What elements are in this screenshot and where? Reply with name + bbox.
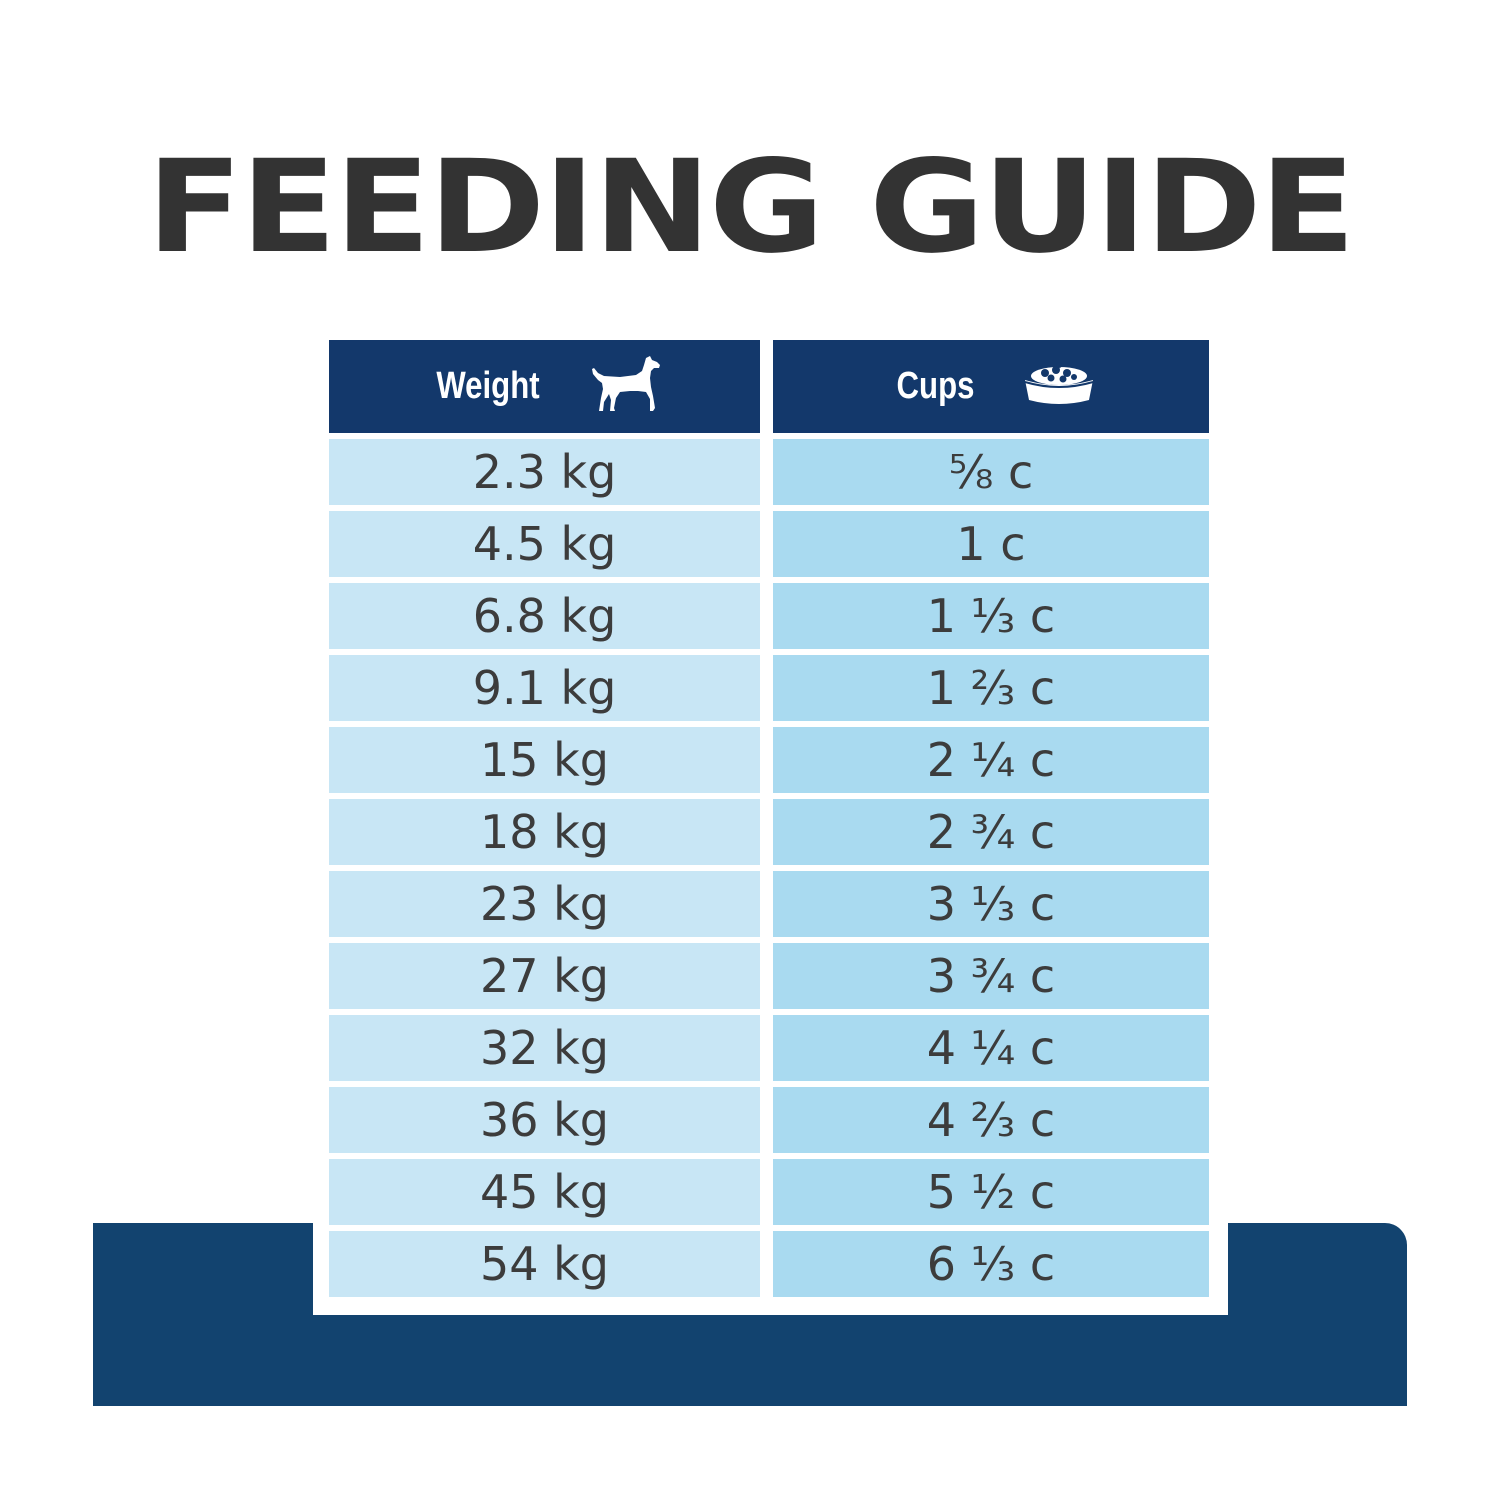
weight-cell: 23 kg <box>329 871 760 937</box>
table-row: 6.8 kg 1 ⅓ c <box>329 583 1209 649</box>
cups-cell: 1 ⅔ c <box>773 655 1209 721</box>
cups-cell: ⅝ c <box>773 439 1209 505</box>
table-row: 23 kg 3 ⅓ c <box>329 871 1209 937</box>
weight-cell: 32 kg <box>329 1015 760 1081</box>
cups-cell: 6 ⅓ c <box>773 1231 1209 1297</box>
weight-cell: 36 kg <box>329 1087 760 1153</box>
weight-cell: 54 kg <box>329 1231 760 1297</box>
weight-header: Weight <box>329 340 760 433</box>
table-row: 4.5 kg 1 c <box>329 511 1209 577</box>
cups-cell: 4 ⅔ c <box>773 1087 1209 1153</box>
cups-header: Cups <box>773 340 1209 433</box>
table-row: 2.3 kg ⅝ c <box>329 439 1209 505</box>
cups-cell: 2 ¼ c <box>773 727 1209 793</box>
weight-cell: 18 kg <box>329 799 760 865</box>
table-row: 45 kg 5 ½ c <box>329 1159 1209 1225</box>
table-row: 54 kg 6 ⅓ c <box>329 1231 1209 1297</box>
dog-icon <box>590 355 664 418</box>
cups-cell: 1 ⅓ c <box>773 583 1209 649</box>
weight-cell: 9.1 kg <box>329 655 760 721</box>
weight-cell: 4.5 kg <box>329 511 760 577</box>
table-row: 32 kg 4 ¼ c <box>329 1015 1209 1081</box>
cups-cell: 2 ¾ c <box>773 799 1209 865</box>
weight-cell: 27 kg <box>329 943 760 1009</box>
table-header: Weight Cups <box>329 340 1209 433</box>
table-row: 9.1 kg 1 ⅔ c <box>329 655 1209 721</box>
cups-cell: 4 ¼ c <box>773 1015 1209 1081</box>
table-row: 27 kg 3 ¾ c <box>329 943 1209 1009</box>
cups-header-label: Cups <box>896 365 974 407</box>
table-row: 15 kg 2 ¼ c <box>329 727 1209 793</box>
page-title: FEEDING GUIDE <box>146 133 1356 282</box>
table-body: 2.3 kg ⅝ c 4.5 kg 1 c 6.8 kg 1 ⅓ c 9.1 k… <box>329 439 1209 1303</box>
weight-header-label: Weight <box>435 365 540 407</box>
food-bowl-icon <box>1023 361 1095 412</box>
cups-cell: 3 ¾ c <box>773 943 1209 1009</box>
cups-cell: 5 ½ c <box>773 1159 1209 1225</box>
weight-cell: 2.3 kg <box>329 439 760 505</box>
cups-cell: 1 c <box>773 511 1209 577</box>
cups-cell: 3 ⅓ c <box>773 871 1209 937</box>
weight-cell: 45 kg <box>329 1159 760 1225</box>
table-row: 18 kg 2 ¾ c <box>329 799 1209 865</box>
weight-cell: 15 kg <box>329 727 760 793</box>
table-row: 36 kg 4 ⅔ c <box>329 1087 1209 1153</box>
weight-cell: 6.8 kg <box>329 583 760 649</box>
